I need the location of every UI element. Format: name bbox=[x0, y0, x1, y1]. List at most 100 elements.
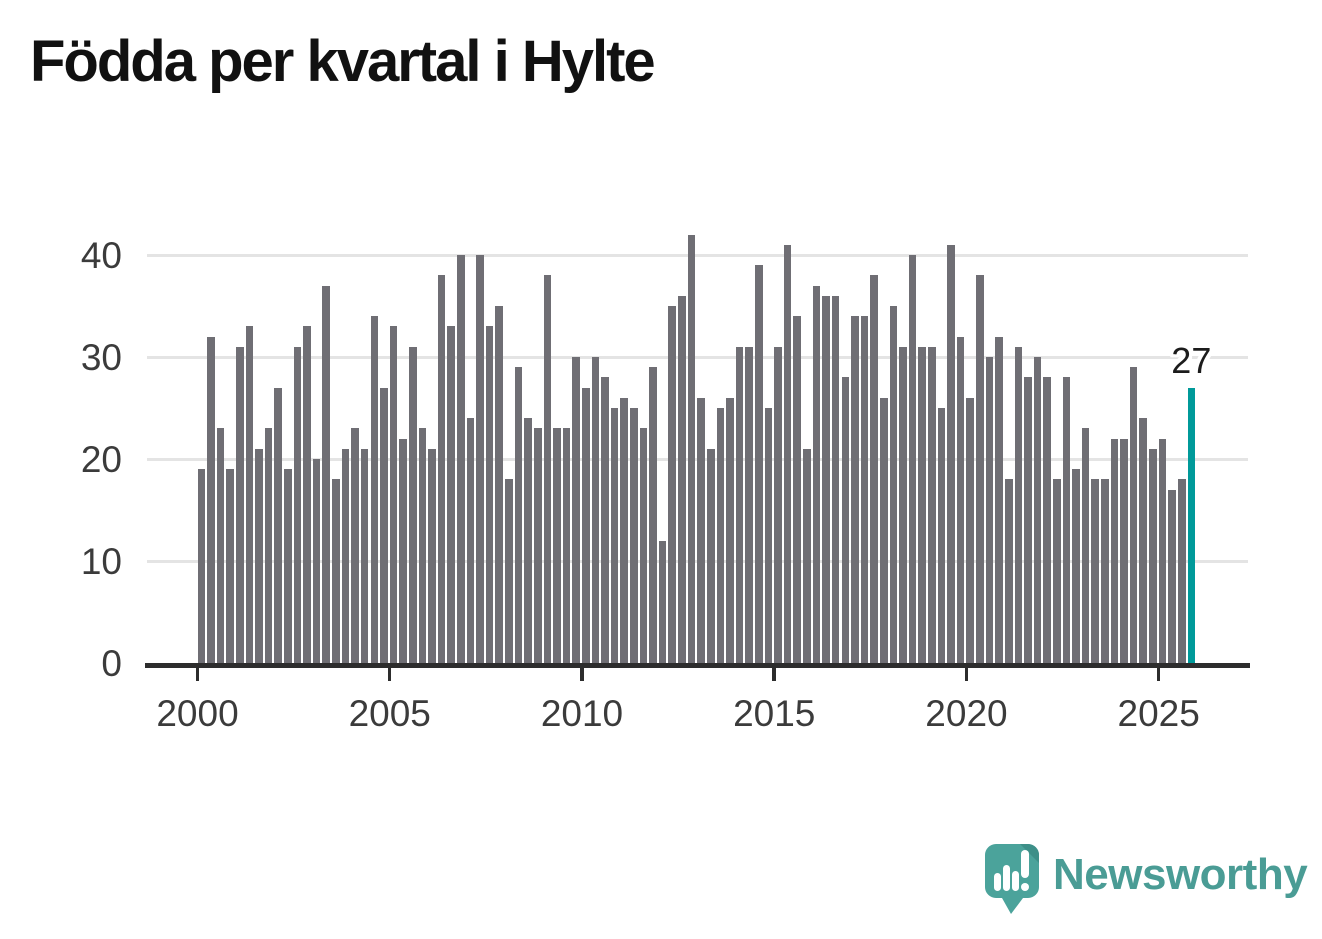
bar bbox=[351, 428, 359, 663]
bar bbox=[1129, 367, 1138, 663]
bar bbox=[1168, 489, 1176, 663]
highlight-bar bbox=[1187, 387, 1196, 663]
bar bbox=[639, 428, 648, 663]
bar bbox=[889, 306, 898, 663]
bar bbox=[803, 448, 811, 663]
bar bbox=[293, 346, 302, 663]
bar bbox=[928, 346, 936, 663]
bar bbox=[649, 367, 657, 663]
highlight-value-label: 27 bbox=[1171, 339, 1212, 381]
bar bbox=[812, 285, 821, 663]
bar bbox=[1014, 346, 1023, 663]
bar bbox=[562, 428, 571, 663]
bar bbox=[1091, 479, 1099, 663]
bar bbox=[284, 469, 292, 663]
y-axis-label-10: 10 bbox=[80, 541, 122, 582]
y-axis-label-20: 20 bbox=[80, 439, 122, 480]
bar bbox=[514, 367, 523, 663]
bar bbox=[870, 275, 878, 663]
bar bbox=[947, 244, 955, 663]
bar bbox=[207, 336, 215, 663]
bar bbox=[1033, 357, 1042, 663]
bar bbox=[408, 346, 417, 663]
bar bbox=[956, 336, 965, 663]
bar bbox=[793, 316, 802, 663]
bar bbox=[341, 448, 350, 663]
bar bbox=[466, 418, 475, 663]
bar bbox=[668, 306, 677, 663]
bar bbox=[1149, 448, 1157, 663]
bar bbox=[630, 408, 638, 663]
x-axis-tick-2015 bbox=[772, 667, 776, 681]
bar bbox=[485, 326, 494, 663]
bar bbox=[447, 326, 455, 663]
bar bbox=[572, 357, 580, 663]
bar bbox=[380, 387, 388, 663]
bar bbox=[1101, 479, 1109, 663]
x-axis-tick-2005 bbox=[387, 667, 392, 681]
gridline-30 bbox=[147, 356, 1248, 359]
bar bbox=[822, 295, 830, 663]
bar bbox=[1120, 438, 1128, 663]
bar bbox=[1158, 438, 1167, 663]
x-axis-label-2010: 2010 bbox=[540, 693, 624, 734]
bar bbox=[303, 326, 311, 663]
x-axis-label-2005: 2005 bbox=[348, 693, 431, 734]
bar bbox=[255, 448, 263, 663]
x-axis-line bbox=[145, 663, 1250, 668]
bar bbox=[1052, 479, 1061, 663]
bar bbox=[1062, 377, 1071, 663]
bar bbox=[524, 418, 532, 663]
bar bbox=[678, 295, 686, 663]
bar bbox=[899, 346, 907, 663]
bar bbox=[879, 397, 888, 663]
bar bbox=[226, 469, 234, 663]
bar bbox=[658, 540, 667, 663]
bar bbox=[1072, 469, 1080, 663]
bar bbox=[495, 306, 504, 663]
bar bbox=[851, 316, 859, 663]
bar bbox=[581, 387, 590, 663]
y-axis-label-0: 0 bbox=[101, 643, 122, 684]
bar bbox=[533, 428, 542, 663]
bar bbox=[332, 479, 340, 663]
bar bbox=[1139, 418, 1148, 663]
x-axis-tick-2010 bbox=[580, 667, 584, 681]
bar bbox=[274, 387, 282, 663]
brand-name: Newsworthy bbox=[1053, 850, 1308, 899]
x-axis-tick-2000 bbox=[195, 667, 200, 681]
bar bbox=[745, 346, 753, 663]
x-axis-label-2000: 2000 bbox=[156, 693, 239, 734]
bar bbox=[937, 408, 946, 663]
bar bbox=[706, 448, 715, 663]
bar bbox=[370, 316, 379, 663]
bar bbox=[399, 438, 407, 663]
bar bbox=[610, 408, 619, 663]
bar bbox=[1004, 479, 1013, 663]
bar bbox=[457, 255, 465, 663]
bar bbox=[831, 295, 840, 663]
bar bbox=[620, 397, 629, 663]
bar bbox=[995, 336, 1003, 663]
x-axis-label-2020: 2020 bbox=[925, 693, 1008, 734]
bar bbox=[216, 428, 225, 663]
bar bbox=[783, 244, 792, 663]
bar bbox=[697, 397, 705, 663]
bar bbox=[976, 275, 984, 663]
bar bbox=[1081, 428, 1090, 663]
y-axis-label-30: 30 bbox=[80, 337, 122, 378]
bar bbox=[860, 316, 869, 663]
bar bbox=[264, 428, 273, 663]
newsworthy-logo: Newsworthy bbox=[983, 842, 1308, 926]
bar bbox=[716, 408, 725, 663]
x-axis-label-2015: 2015 bbox=[733, 693, 816, 734]
chart-title: Födda per kvartal i Hylte bbox=[30, 29, 656, 94]
bar bbox=[918, 346, 926, 663]
bar bbox=[197, 469, 206, 663]
bar bbox=[543, 275, 552, 663]
bar bbox=[687, 234, 696, 663]
gridline-40 bbox=[147, 254, 1248, 257]
bar bbox=[428, 448, 436, 663]
x-axis-tick-2020 bbox=[964, 667, 969, 681]
bar bbox=[754, 265, 763, 663]
